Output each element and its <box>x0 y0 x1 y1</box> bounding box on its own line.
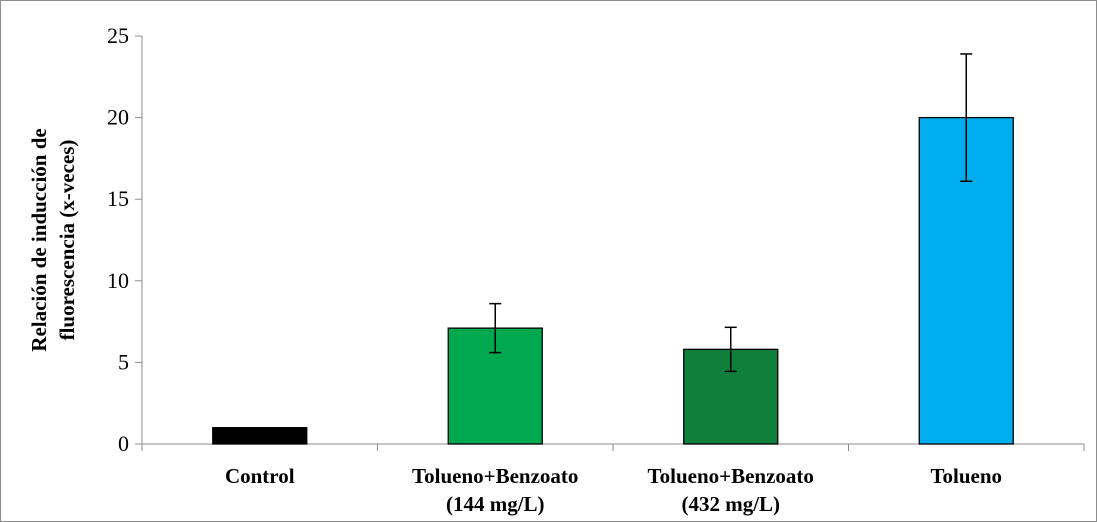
category-label: Tolueno <box>930 464 1002 488</box>
category-label: Tolueno+Benzoato <box>412 464 578 488</box>
category-label: Tolueno+Benzoato <box>648 464 814 488</box>
y-tick-label: 10 <box>107 268 129 293</box>
category-label: Control <box>225 464 295 488</box>
category-label: (432 mg/L) <box>681 492 780 516</box>
y-tick-label: 5 <box>118 349 129 374</box>
category-label: (144 mg/L) <box>446 492 545 516</box>
bar <box>212 427 308 445</box>
y-tick-label: 20 <box>107 105 129 130</box>
y-axis-title-line: fluorescencia (x-veces) <box>55 140 79 341</box>
y-tick-label: 0 <box>118 431 129 456</box>
bars <box>212 116 1014 445</box>
y-axis-title-line: Relación de inducción de <box>27 128 51 351</box>
y-tick-label: 25 <box>107 23 129 48</box>
y-axis-title: Relación de inducción de fluorescencia (x… <box>27 128 79 351</box>
y-tick-label: 15 <box>107 186 129 211</box>
y-ticks: 0 5 10 15 20 25 <box>107 23 142 456</box>
error-bars <box>489 53 973 373</box>
category-labels: Control Tolueno+Benzoato (144 mg/L) Tolueno… <box>225 464 1002 516</box>
